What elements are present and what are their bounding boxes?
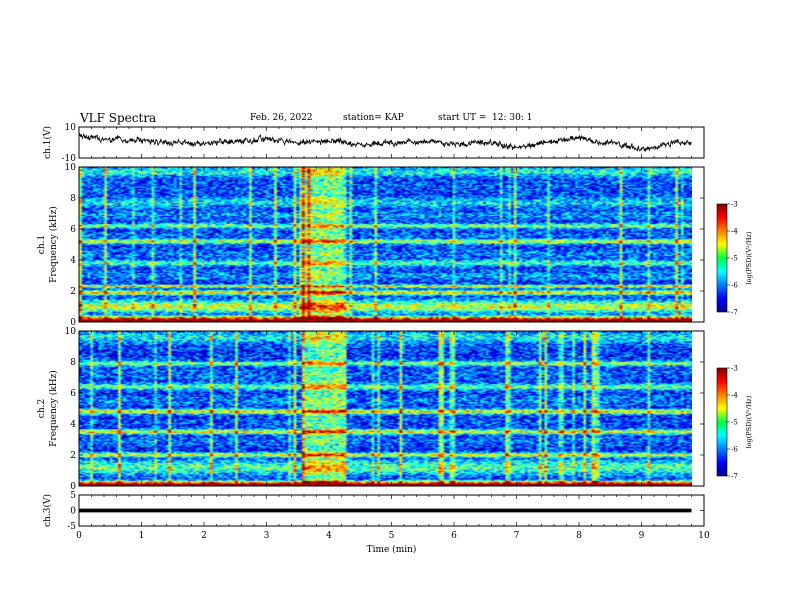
start-time-value: 12: 30: 1 (492, 113, 533, 123)
ch3-y-tick-5: 5 (70, 491, 76, 501)
x-tick-label-3: 3 (264, 531, 270, 541)
ch1-y-tick--10: -10 (62, 154, 77, 164)
ch3-waveform-ylabel: ch.3(V) (42, 494, 53, 527)
ch1-waveform-ylabel: ch.1(V) (42, 126, 53, 159)
x-tick-label-8: 8 (576, 531, 582, 541)
ch1-colorbar-tick--3: -3 (731, 201, 738, 209)
ch1-colorbar-label: log(PSD)(V²/Hz) (745, 231, 753, 284)
ch1-colorbar-tick--6: -6 (731, 282, 738, 290)
ch2-colorbar-tick--5: -5 (731, 419, 738, 427)
ch1-waveform-line (78, 132, 692, 152)
ch1-y-tick-0: 0 (70, 318, 76, 328)
x-tick-label-1: 1 (139, 531, 145, 541)
ch2-colorbar-tick--7: -7 (731, 473, 738, 481)
ch2-y-tick-10: 10 (65, 327, 77, 337)
date-label: Feb. 26, 2022 (250, 113, 313, 123)
ch3-y-tick--5: -5 (67, 522, 76, 532)
x-tick-label-6: 6 (451, 531, 457, 541)
ch2-y-tick-6: 6 (70, 389, 76, 399)
ch2-colorbar (716, 367, 728, 477)
ch1-y-tick-10: 10 (65, 163, 77, 173)
x-tick-label-9: 9 (639, 531, 645, 541)
ch1-y-tick-6: 6 (70, 225, 76, 235)
ch2-channel-label: ch.2 (37, 399, 47, 418)
ch2-y-tick-0: 0 (70, 482, 76, 492)
x-axis-label: Time (min) (367, 544, 417, 555)
figure-title: VLF Spectra (80, 111, 157, 125)
ch2-y-tick-2: 2 (70, 451, 76, 461)
ch1-colorbar-tick--7: -7 (731, 309, 738, 317)
ch2-y-tick-4: 4 (70, 420, 76, 430)
ch3-waveform-trace (79, 508, 692, 513)
station-label: station= KAP (343, 113, 404, 123)
x-tick-label-0: 0 (76, 531, 82, 541)
ch1-y-tick-8: 8 (70, 194, 76, 204)
x-tick-label-2: 2 (201, 531, 207, 541)
ch3-y-tick-0: 0 (70, 507, 76, 517)
ch2-colorbar-tick--3: -3 (731, 365, 738, 373)
ch2-colorbar-tick--4: -4 (731, 392, 738, 400)
ch1-spectrogram-image (79, 167, 692, 322)
ch2-colorbar-tick--6: -6 (731, 446, 738, 454)
start-ut-label: start UT = (438, 113, 487, 123)
ch1-y-tick-10: 10 (65, 123, 77, 133)
ch1-colorbar (716, 203, 728, 313)
x-tick-label-4: 4 (326, 531, 332, 541)
ch1-colorbar-tick--5: -5 (731, 255, 738, 263)
ch1-y-tick-2: 2 (70, 287, 76, 297)
x-tick-label-5: 5 (389, 531, 395, 541)
x-tick-label-10: 10 (698, 531, 710, 541)
x-tick-label-7: 7 (514, 531, 520, 541)
ch2-colorbar-label: log(PSD)(V²/Hz) (745, 395, 753, 448)
ch1-channel-label: ch.1 (37, 235, 47, 254)
ch1-colorbar-tick--4: -4 (731, 228, 738, 236)
ch2-y-tick-8: 8 (70, 358, 76, 368)
ch1-y-tick-4: 4 (70, 256, 76, 266)
ch2-spectrogram-image (79, 331, 692, 486)
ch2-frequency-ylabel: Frequency (kHz) (48, 370, 59, 447)
ch1-frequency-ylabel: Frequency (kHz) (48, 206, 59, 283)
